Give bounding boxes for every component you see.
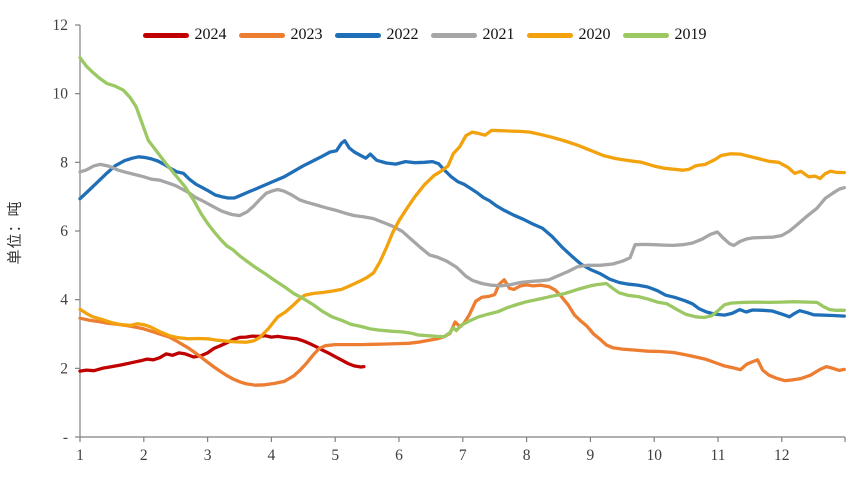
axes <box>79 25 845 438</box>
series-lines <box>78 55 846 387</box>
y-tick-label: 4 <box>60 292 68 309</box>
x-tick-label: 7 <box>459 447 467 464</box>
y-tick-label: 6 <box>60 223 68 240</box>
x-tick-label: 8 <box>523 447 531 464</box>
x-tick-label: 2 <box>140 447 148 464</box>
y-tick-label: 12 <box>53 17 69 34</box>
x-tick-label: 1 <box>76 447 84 464</box>
x-tick-label: 4 <box>268 447 276 464</box>
series-line-2021 <box>78 162 846 288</box>
series-line-2022 <box>78 139 846 319</box>
y-tick-label: - <box>63 429 68 446</box>
y-axis-title: 单位：吨 <box>7 200 24 265</box>
y-tick-label: 2 <box>60 360 68 377</box>
x-tick-label: 9 <box>587 447 595 464</box>
x-tick-label: 3 <box>204 447 212 464</box>
series-line-2020 <box>78 128 846 344</box>
x-tick-label: 12 <box>774 447 790 464</box>
series-line-2024 <box>78 334 366 373</box>
x-tick-label: 10 <box>646 447 662 464</box>
x-tick-label: 11 <box>711 447 726 464</box>
y-tick-label: 10 <box>53 86 69 103</box>
tick-marks <box>75 24 846 442</box>
x-tick-label: 6 <box>395 447 403 464</box>
series-line-2019 <box>78 55 846 339</box>
x-tick-label: 5 <box>331 447 339 464</box>
y-tick-label: 8 <box>60 154 68 171</box>
series-line-2023 <box>78 278 846 387</box>
